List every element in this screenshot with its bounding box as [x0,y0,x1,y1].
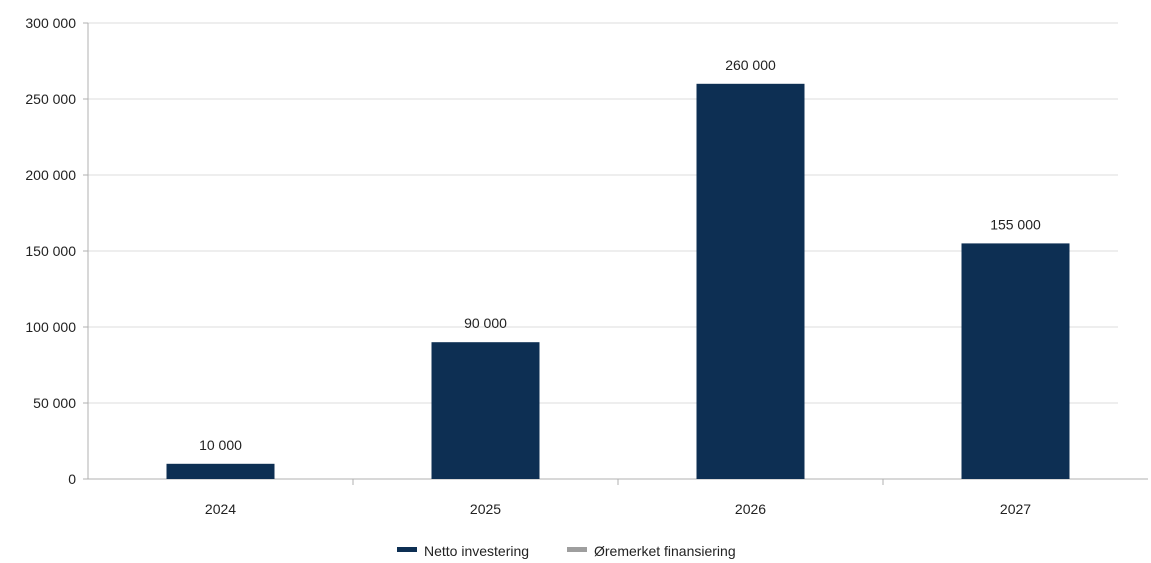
x-tick-label: 2025 [470,501,501,517]
data-label-2026: 260 000 [725,57,776,73]
bar-2025 [431,342,540,479]
gridlines [88,22,1118,404]
y-tick-label: 150 000 [25,243,76,259]
data-label-2027: 155 000 [990,216,1041,232]
y-tick-label: 300 000 [25,15,76,31]
legend-label-netto-investering: Netto investering [424,543,529,559]
legend-swatch-netto-investering [397,547,417,552]
bar-2024 [166,463,275,479]
y-axis: 0 50 000 100 000 150 000 200 000 250 000 300 0… [25,15,89,487]
y-tick-label: 100 000 [25,319,76,335]
data-label-2024: 10 000 [199,437,242,453]
y-tick-label: 200 000 [25,167,76,183]
x-axis: 2024 2025 2026 2027 [88,478,1148,517]
data-labels: 10 000 90 000 260 000 155 000 [199,57,1041,453]
legend-swatch-oremerket-finansiering [567,547,587,552]
legend-label-oremerket-finansiering: Øremerket finansiering [594,543,736,559]
bars [166,83,1070,480]
x-tick-label: 2024 [205,501,236,517]
data-label-2025: 90 000 [464,315,507,331]
y-tick-label: 0 [68,471,76,487]
bar-2027 [961,243,1070,479]
bar-2026 [696,83,805,480]
y-tick-label: 250 000 [25,91,76,107]
y-tick-label: 50 000 [33,395,76,411]
x-tick-label: 2027 [1000,501,1031,517]
x-tick-label: 2026 [735,501,766,517]
legend: Netto investering Øremerket finansiering [397,543,736,559]
